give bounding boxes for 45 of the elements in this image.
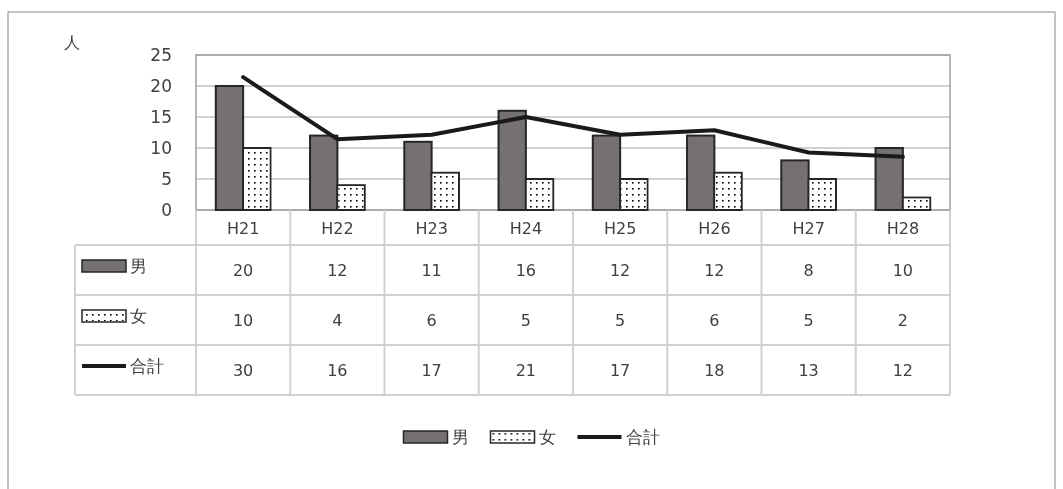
- data-label: 10: [232, 311, 254, 330]
- data-label: 13: [798, 361, 819, 380]
- data-label: 17: [609, 361, 631, 380]
- data-label: 30: [232, 361, 254, 380]
- legend-label: 合計: [130, 356, 164, 376]
- data-label: 12: [704, 261, 725, 280]
- x-tick-label: H23: [415, 219, 448, 238]
- x-tick-label: H21: [226, 219, 260, 238]
- data-label: 12: [892, 361, 914, 380]
- x-tick-label: H27: [792, 219, 825, 238]
- data-label: 10: [892, 261, 914, 280]
- y-tick-label: 10: [150, 138, 172, 158]
- x-tick-label: H24: [509, 219, 543, 238]
- data-label: 5: [615, 311, 626, 330]
- data-label: 8: [803, 261, 814, 280]
- data-label: 18: [704, 361, 725, 380]
- data-label: 20: [232, 261, 254, 280]
- y-tick-label: 15: [150, 107, 172, 127]
- x-tick-label: H22: [321, 219, 354, 238]
- data-label: 16: [327, 361, 348, 380]
- text: 女: [538, 427, 556, 447]
- y-tick-label: 25: [150, 45, 172, 65]
- text: 男: [451, 427, 469, 447]
- y-axis-title: 人: [64, 33, 80, 52]
- data-label: 21: [515, 361, 537, 380]
- data-label: 4: [332, 311, 343, 330]
- data-label: 5: [803, 311, 814, 330]
- y-tick-label: 20: [150, 76, 172, 96]
- data-label: 5: [520, 311, 531, 330]
- y-tick-label: 5: [161, 169, 172, 189]
- data-label: 6: [426, 311, 437, 330]
- data-label: 17: [421, 361, 442, 380]
- data-label: 12: [609, 261, 631, 280]
- data-label: 6: [709, 311, 720, 330]
- data-label: 16: [515, 261, 537, 280]
- data-label: 11: [421, 261, 442, 280]
- legend-label: 男: [130, 256, 147, 276]
- legend-label: 女: [130, 306, 147, 326]
- data-label: 2: [897, 311, 908, 330]
- x-tick-label: H26: [698, 219, 731, 238]
- text: 合計: [625, 427, 660, 447]
- y-tick-label: 0: [161, 200, 172, 220]
- x-tick-label: H28: [886, 219, 920, 238]
- x-tick-label: H25: [603, 219, 637, 238]
- data-label: 12: [327, 261, 348, 280]
